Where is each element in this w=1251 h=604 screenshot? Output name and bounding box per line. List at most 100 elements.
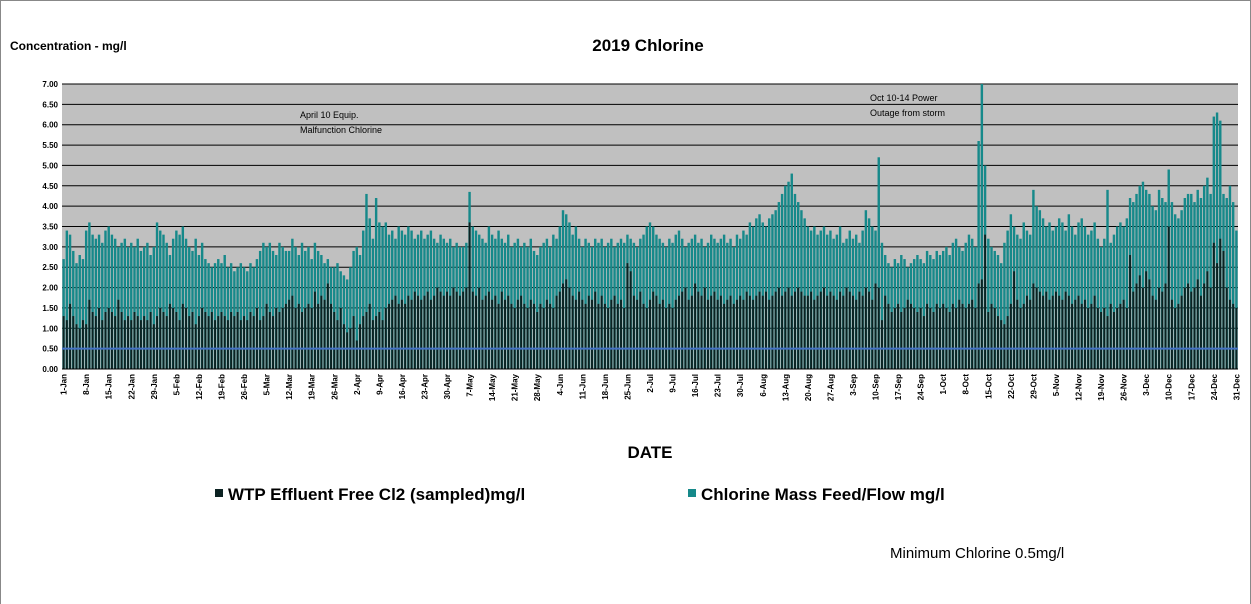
bar	[1035, 287, 1038, 369]
bar	[1174, 307, 1177, 369]
bar	[942, 303, 945, 369]
bar	[594, 291, 597, 369]
bar	[961, 303, 964, 369]
bar	[381, 320, 384, 369]
bar	[832, 295, 835, 369]
bar	[62, 259, 65, 369]
bar	[1209, 287, 1212, 369]
bar	[645, 307, 648, 369]
bar	[723, 303, 726, 369]
bar	[252, 316, 255, 369]
x-tick-label: 29-Jan	[150, 374, 159, 399]
bar	[542, 307, 545, 369]
annotation: Outage from storm	[870, 108, 945, 118]
bar	[249, 312, 252, 369]
bar	[91, 312, 94, 369]
bar	[606, 242, 610, 369]
x-tick-label: 28-May	[533, 373, 542, 401]
bar	[848, 291, 851, 369]
bar	[1193, 287, 1196, 369]
bar	[558, 291, 561, 369]
bar	[591, 299, 593, 369]
bar	[1222, 250, 1225, 369]
bar	[297, 303, 300, 369]
bar	[1061, 299, 1064, 369]
bar	[993, 307, 996, 369]
bar	[742, 299, 745, 369]
bar	[404, 303, 407, 369]
bar	[987, 238, 990, 369]
bar	[639, 291, 642, 369]
bar	[513, 307, 516, 369]
y-tick-label: 5.50	[42, 141, 58, 150]
bar	[355, 340, 358, 369]
bar	[971, 299, 974, 369]
x-tick-label: 16-Apr	[398, 374, 407, 399]
bar	[523, 303, 526, 369]
bar	[146, 242, 149, 369]
bar	[94, 238, 98, 369]
bar	[507, 295, 510, 369]
bar	[800, 291, 803, 369]
bar	[1087, 307, 1090, 369]
bar	[1215, 112, 1219, 369]
bar	[446, 291, 448, 369]
bar	[497, 303, 500, 369]
bar	[578, 291, 581, 369]
bar	[948, 312, 951, 369]
bar	[407, 295, 410, 369]
bar	[919, 307, 922, 369]
bar	[213, 263, 217, 369]
bar	[346, 332, 349, 369]
bar	[1212, 242, 1215, 369]
bar	[403, 234, 407, 369]
bar	[520, 295, 523, 369]
y-tick-label: 3.00	[42, 243, 58, 252]
bar	[1167, 226, 1170, 369]
bar	[278, 312, 281, 369]
bar	[613, 295, 616, 369]
bar	[987, 312, 990, 369]
bar	[449, 295, 452, 369]
bar	[104, 312, 107, 369]
bar	[239, 263, 243, 369]
bar	[262, 242, 265, 369]
bar	[864, 287, 867, 369]
bar	[954, 238, 958, 369]
bar	[678, 295, 680, 369]
bar	[703, 287, 706, 369]
bar	[968, 303, 970, 369]
bar	[143, 316, 146, 369]
bar	[823, 287, 825, 369]
bar	[642, 303, 645, 369]
x-tick-label: 23-Jul	[714, 374, 723, 397]
bar	[1231, 202, 1235, 369]
bar	[835, 299, 838, 369]
bar	[110, 312, 113, 369]
bar	[1161, 291, 1164, 369]
x-tick-label: 2-Apr	[353, 374, 362, 395]
bar	[75, 324, 78, 369]
bar	[156, 316, 159, 369]
bar	[897, 303, 900, 369]
bar	[226, 267, 230, 369]
bar	[223, 255, 226, 369]
bar	[980, 279, 983, 369]
bar	[362, 316, 365, 369]
bar	[159, 230, 162, 369]
bar	[929, 307, 932, 369]
bar	[371, 238, 375, 369]
x-tick-label: 30-Apr	[443, 374, 452, 399]
x-tick-label: 6-Aug	[759, 374, 768, 397]
bar	[165, 242, 168, 369]
bar	[587, 295, 590, 369]
x-tick-label: 13-Aug	[781, 374, 790, 401]
bar	[874, 283, 877, 369]
x-tick-label: 12-Nov	[1075, 373, 1084, 400]
bar	[748, 295, 751, 369]
x-tick-label: 24-Sep	[917, 374, 926, 400]
x-tick-label: 19-Mar	[308, 374, 317, 400]
bar	[188, 316, 191, 369]
legend-label: WTP Effluent Free Cl2 (sampled)mg/l	[228, 485, 525, 504]
bar	[974, 307, 977, 369]
